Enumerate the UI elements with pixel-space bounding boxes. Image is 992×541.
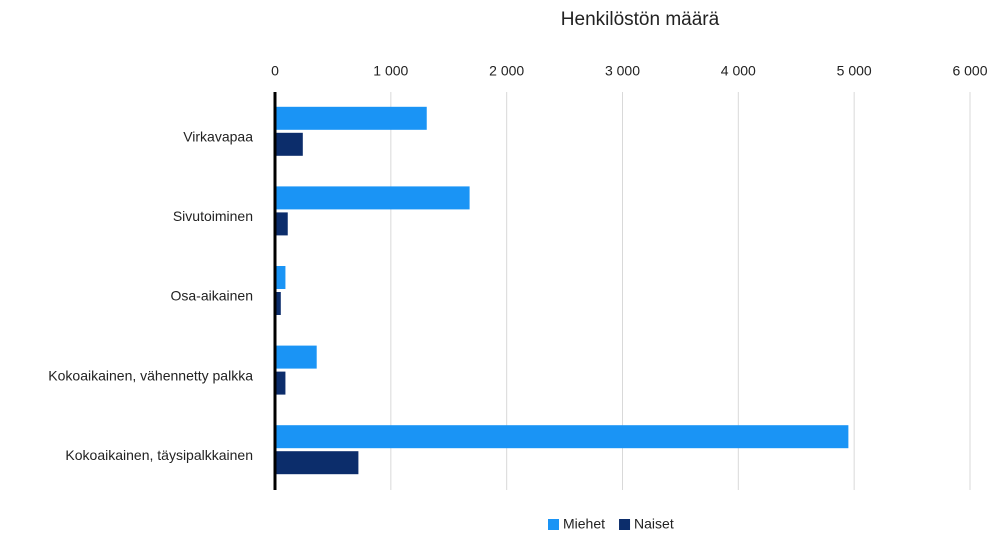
bar xyxy=(275,266,286,289)
y-tick-label: Kokoaikainen, vähennetty palkka xyxy=(48,367,253,383)
legend-swatch xyxy=(619,519,631,530)
bar xyxy=(275,451,359,475)
legend-label: Naiset xyxy=(634,516,674,532)
bar xyxy=(275,186,470,210)
legend-swatch xyxy=(548,519,559,530)
x-tick-label: 0 xyxy=(271,63,279,79)
y-tick-label: Virkavapaa xyxy=(183,129,253,145)
x-tick-label: 3 000 xyxy=(605,63,640,79)
x-tick-label: 6 000 xyxy=(952,63,987,79)
legend-label: Miehet xyxy=(563,516,605,532)
x-tick-label: 4 000 xyxy=(721,63,756,79)
y-tick-label: Osa-aikainen xyxy=(171,288,254,304)
bar xyxy=(275,425,849,449)
x-tick-label: 5 000 xyxy=(837,63,872,79)
bar xyxy=(275,212,288,236)
x-tick-label: 2 000 xyxy=(489,63,524,79)
bar xyxy=(275,371,286,395)
chart-title: Henkilöstön määrä xyxy=(561,9,720,30)
y-tick-label: Kokoaikainen, täysipalkkainen xyxy=(65,447,253,463)
bar xyxy=(275,132,303,156)
x-tick-label: 1 000 xyxy=(373,63,408,79)
bar xyxy=(275,345,317,369)
bar xyxy=(275,106,427,130)
y-tick-label: Sivutoiminen xyxy=(173,208,253,224)
bar xyxy=(275,292,281,315)
